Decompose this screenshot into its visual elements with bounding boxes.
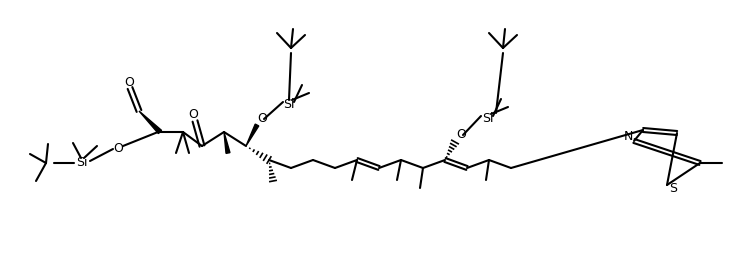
Text: O: O — [188, 109, 198, 122]
Text: Si: Si — [482, 113, 494, 126]
Text: Si: Si — [283, 98, 295, 111]
Text: O: O — [456, 127, 466, 140]
Polygon shape — [224, 132, 230, 153]
Text: S: S — [669, 182, 677, 196]
Polygon shape — [139, 111, 161, 134]
Text: O: O — [113, 142, 123, 155]
Text: N: N — [623, 130, 633, 143]
Polygon shape — [246, 124, 259, 146]
Text: O: O — [257, 111, 267, 124]
Text: Si: Si — [76, 156, 88, 169]
Text: O: O — [124, 76, 134, 89]
